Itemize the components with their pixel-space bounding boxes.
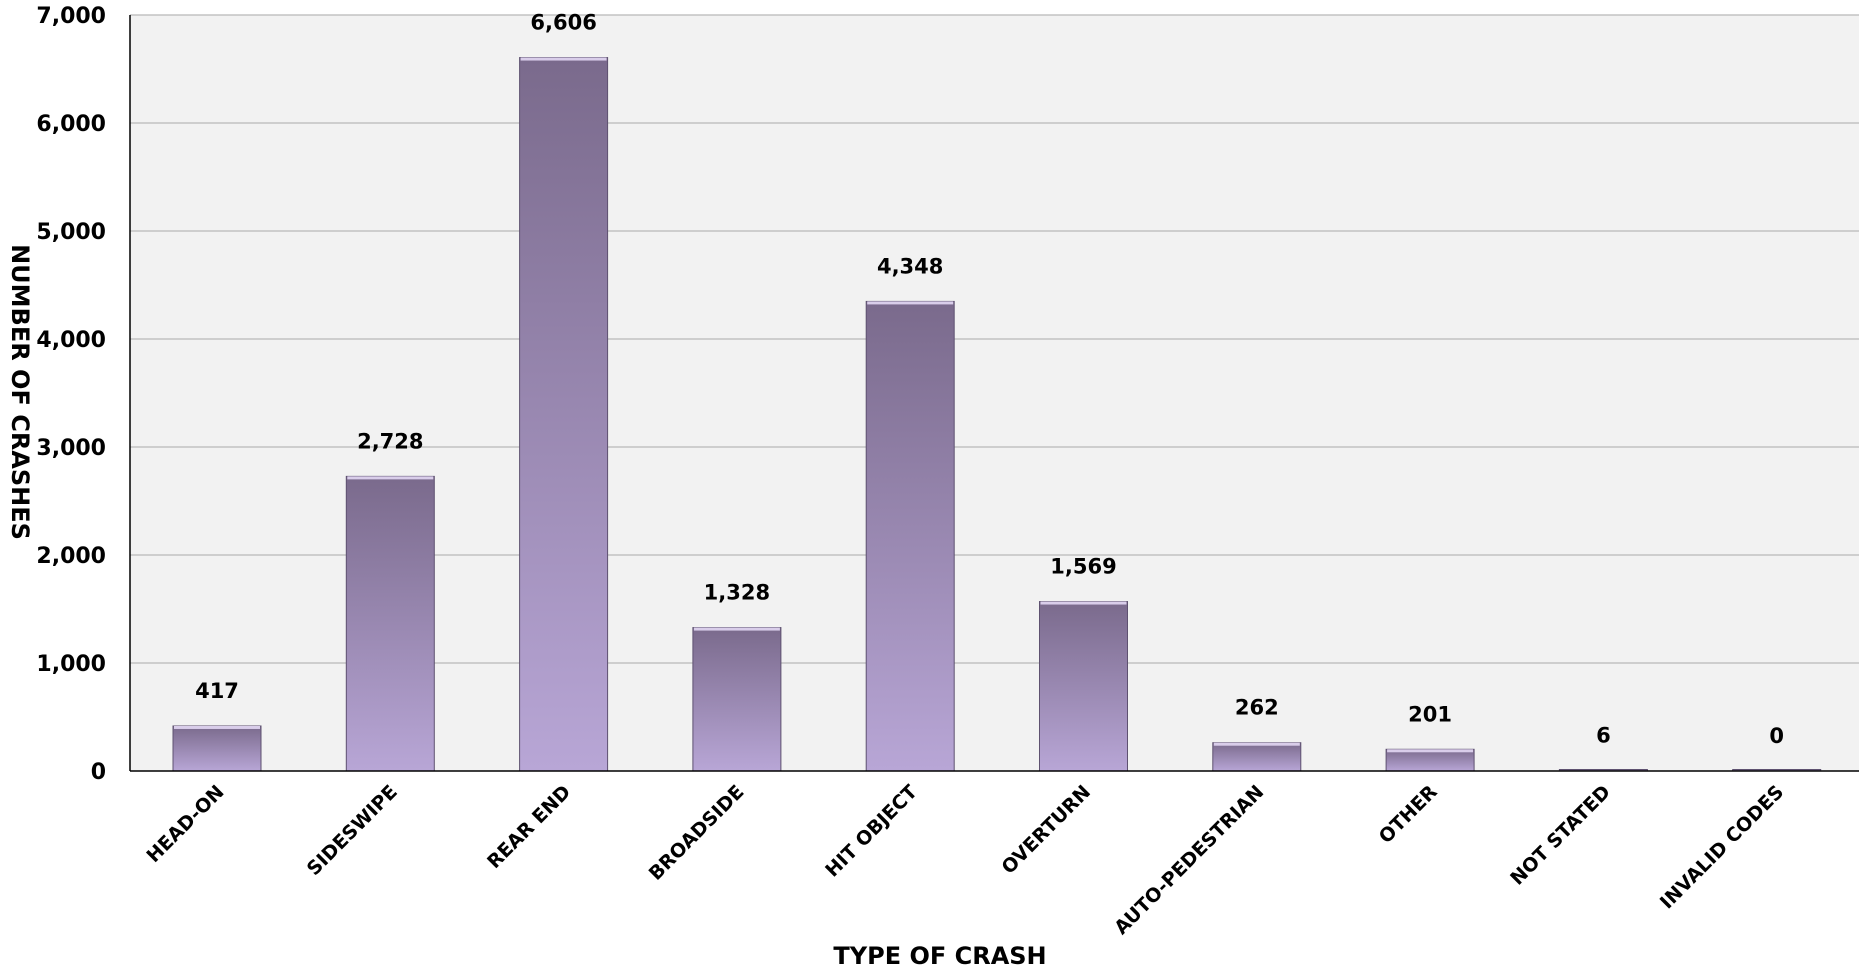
x-tick-label: HEAD-ON [143, 781, 229, 867]
bar-highlight [347, 476, 434, 480]
x-tick-label: BROADSIDE [645, 781, 749, 885]
bar-highlight [867, 301, 954, 305]
y-tick-label: 3,000 [36, 436, 106, 461]
x-tick-label: AUTO-PEDESTRIAN [1110, 781, 1268, 939]
y-tick-label: 6,000 [36, 112, 106, 137]
x-tick-label: NOT STATED [1506, 781, 1615, 890]
y-tick-label: 5,000 [36, 220, 106, 245]
bar [345, 475, 435, 772]
y-axis-ticks: 0 1,000 2,000 3,000 4,000 5,000 6,000 7,000 [36, 4, 106, 785]
y-tick-label: 1,000 [36, 652, 106, 677]
bar [1039, 601, 1128, 772]
data-label: 1,328 [704, 581, 770, 605]
y-axis-title: NUMBER OF CRASHES [6, 244, 34, 540]
bar [172, 725, 262, 772]
data-label: 1,569 [1050, 555, 1116, 579]
bar [519, 57, 609, 772]
bar [1212, 742, 1302, 772]
bar-highlight [174, 725, 260, 729]
x-tick-label: SIDESWIPE [303, 781, 402, 880]
data-label: 0 [1769, 724, 1784, 748]
data-label: 6 [1596, 723, 1611, 747]
bar-highlight [1040, 601, 1127, 605]
bar-highlight [520, 57, 607, 61]
x-tick-label: INVALID CODES [1656, 781, 1788, 913]
y-tick-label: 4,000 [36, 328, 106, 353]
bar-highlight [1213, 742, 1300, 746]
x-tick-label: OTHER [1375, 781, 1442, 848]
data-labels: 417 2,728 6,606 1,328 4,348 1,569 262 201 6 0 [195, 11, 1784, 748]
bar [865, 300, 955, 772]
y-tick-label: 0 [91, 760, 106, 785]
bar-highlight [693, 627, 780, 631]
data-label: 262 [1235, 696, 1279, 720]
x-axis-categories: HEAD-ON SIDESWIPE REAR END BROADSIDE HIT OBJ… [143, 781, 1789, 939]
bar [692, 627, 782, 772]
x-axis-title: TYPE OF CRASH [833, 942, 1046, 970]
data-label: 2,728 [357, 429, 423, 453]
bar [1385, 748, 1475, 772]
x-tick-label: HIT OBJECT [821, 781, 922, 882]
y-tick-label: 7,000 [36, 4, 106, 29]
x-tick-label: OVERTURN [997, 781, 1095, 879]
y-tick-label: 2,000 [36, 544, 106, 569]
data-label: 4,348 [877, 254, 943, 278]
bar-highlight [1387, 749, 1474, 753]
bars [172, 57, 1822, 772]
data-label: 417 [195, 679, 239, 703]
data-label: 201 [1408, 702, 1452, 726]
x-tick-label: REAR END [483, 781, 575, 873]
data-label: 6,606 [530, 11, 596, 35]
